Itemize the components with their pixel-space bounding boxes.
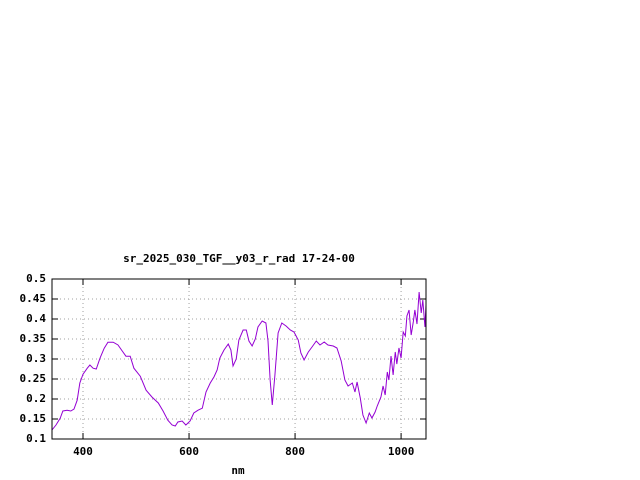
y-tick-label: 0.3 xyxy=(26,352,46,365)
x-tick-label: 400 xyxy=(73,445,93,458)
y-tick-label: 0.45 xyxy=(20,292,47,305)
y-tick-label: 0.4 xyxy=(26,312,46,325)
y-tick-label: 0.5 xyxy=(26,272,46,285)
y-tick-label: 0.25 xyxy=(20,372,47,385)
x-tick-label: 1000 xyxy=(388,445,415,458)
chart-title: sr_2025_030_TGF__y03_r_rad 17-24-00 xyxy=(123,252,355,265)
data-line xyxy=(51,291,427,431)
y-tick-label: 0.15 xyxy=(20,412,47,425)
plot-border xyxy=(51,278,427,440)
y-tick-label: 0.1 xyxy=(26,432,46,445)
y-tick-label: 0.2 xyxy=(26,392,46,405)
y-tick-label: 0.35 xyxy=(20,332,47,345)
x-tick-label: 600 xyxy=(179,445,199,458)
x-tick-label: 800 xyxy=(285,445,305,458)
x-axis-label: nm xyxy=(231,464,245,477)
